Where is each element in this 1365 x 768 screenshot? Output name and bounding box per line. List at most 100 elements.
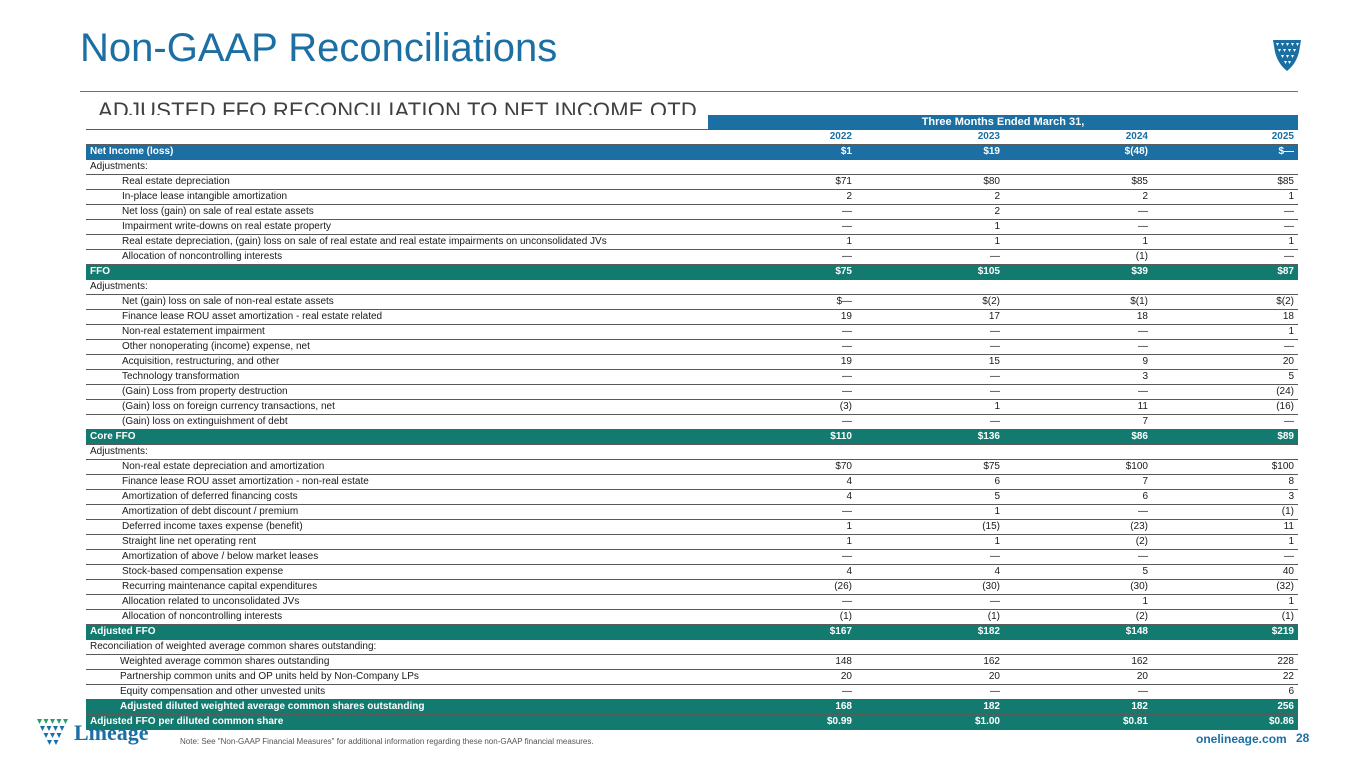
cell: 9 bbox=[1004, 354, 1152, 370]
cell: $219 bbox=[1152, 624, 1298, 640]
cell: — bbox=[708, 414, 856, 430]
website-link[interactable]: onelineage.com bbox=[1196, 732, 1287, 746]
cell: 4 bbox=[708, 474, 856, 490]
cell: $100 bbox=[1152, 459, 1298, 475]
cell: 17 bbox=[856, 309, 1004, 325]
cell: 2 bbox=[856, 189, 1004, 205]
cell: 5 bbox=[1152, 369, 1298, 385]
cell: 168 bbox=[708, 699, 856, 715]
cell: 3 bbox=[1152, 489, 1298, 505]
table-row: Weighted average common shares outstandi… bbox=[86, 654, 1298, 670]
cell: 148 bbox=[708, 654, 856, 670]
cell: — bbox=[708, 204, 856, 220]
cell: $85 bbox=[1152, 174, 1298, 190]
row-label: Finance lease ROU asset amortization - n… bbox=[86, 474, 708, 490]
row-label: Adjusted diluted weighted average common… bbox=[86, 699, 708, 715]
cell: 15 bbox=[856, 354, 1004, 370]
cell: (2) bbox=[1004, 534, 1152, 550]
table-row: Other nonoperating (income) expense, net… bbox=[86, 339, 1298, 355]
table-row: Recurring maintenance capital expenditur… bbox=[86, 579, 1298, 595]
cell: 162 bbox=[856, 654, 1004, 670]
cell: 19 bbox=[708, 309, 856, 325]
period-header: Three Months Ended March 31, bbox=[708, 115, 1298, 130]
row-label: Allocation related to unconsolidated JVs bbox=[86, 594, 708, 610]
row-label: Other nonoperating (income) expense, net bbox=[86, 339, 708, 355]
table-row: Partnership common units and OP units he… bbox=[86, 669, 1298, 685]
cell: $0.81 bbox=[1004, 714, 1152, 730]
row-label: Allocation of noncontrolling interests bbox=[86, 249, 708, 265]
period-header-row: Three Months Ended March 31, bbox=[86, 115, 1298, 130]
table-row: Allocation related to unconsolidated JVs… bbox=[86, 594, 1298, 610]
cell: $1 bbox=[708, 144, 856, 160]
cell: $85 bbox=[1004, 174, 1152, 190]
cell: — bbox=[856, 249, 1004, 265]
cell: 11 bbox=[1004, 399, 1152, 415]
row-label: (Gain) loss on foreign currency transact… bbox=[86, 399, 708, 415]
table-row: Non-real estate depreciation and amortiz… bbox=[86, 459, 1298, 475]
year-header: 2024 bbox=[1004, 129, 1152, 145]
cell: $89 bbox=[1152, 429, 1298, 445]
table-row: Amortization of debt discount / premium —… bbox=[86, 504, 1298, 520]
cell: 4 bbox=[856, 564, 1004, 580]
logo-wordmark: Lineage bbox=[74, 720, 149, 745]
cell: $167 bbox=[708, 624, 856, 640]
cell: 20 bbox=[856, 669, 1004, 685]
adjustments-heading-row: Adjustments: bbox=[86, 444, 1298, 460]
row-label: Real estate depreciation, (gain) loss on… bbox=[86, 234, 708, 250]
cell: 4 bbox=[708, 489, 856, 505]
cell: (1) bbox=[1152, 609, 1298, 625]
row-label: Deferred income taxes expense (benefit) bbox=[86, 519, 708, 535]
cell: 1 bbox=[708, 234, 856, 250]
year-header-row: 2022 2023 2024 2025 bbox=[86, 129, 1298, 145]
row-label: Equity compensation and other unvested u… bbox=[86, 684, 708, 700]
cell: — bbox=[708, 324, 856, 340]
diluted-shares-total-row: Adjusted diluted weighted average common… bbox=[86, 699, 1298, 715]
row-label: Adjusted FFO per diluted common share bbox=[86, 714, 708, 730]
row-label: Amortization of deferred financing costs bbox=[86, 489, 708, 505]
lineage-logo: Lineage bbox=[36, 718, 149, 748]
table-row: Non-real estatement impairment — — —1 bbox=[86, 324, 1298, 340]
cell: 19 bbox=[708, 354, 856, 370]
year-header: 2023 bbox=[856, 129, 1004, 145]
cell: — bbox=[1004, 549, 1152, 565]
cell: — bbox=[1004, 504, 1152, 520]
table-row: Acquisition, restructuring, and other 19 1… bbox=[86, 354, 1298, 370]
row-label: In-place lease intangible amortization bbox=[86, 189, 708, 205]
cell: $148 bbox=[1004, 624, 1152, 640]
cell: — bbox=[708, 594, 856, 610]
adjusted-ffo-total-row: Adjusted FFO $167 $182 $148 $219 bbox=[86, 624, 1298, 640]
table-row: (Gain) Loss from property destruction — — —… bbox=[86, 384, 1298, 400]
row-label: Amortization of above / below market lea… bbox=[86, 549, 708, 565]
table-row: Amortization of deferred financing costs… bbox=[86, 489, 1298, 505]
row-label: (Gain) Loss from property destruction bbox=[86, 384, 708, 400]
cell: (26) bbox=[708, 579, 856, 595]
table-row: Real estate depreciation, (gain) loss on… bbox=[86, 234, 1298, 250]
cell: $110 bbox=[708, 429, 856, 445]
cell: — bbox=[1004, 204, 1152, 220]
row-label: Acquisition, restructuring, and other bbox=[86, 354, 708, 370]
cell: 1 bbox=[708, 519, 856, 535]
table-row: In-place lease intangible amortization 2 2… bbox=[86, 189, 1298, 205]
cell: — bbox=[1004, 384, 1152, 400]
row-label: Adjusted FFO bbox=[86, 624, 708, 640]
cell: 1 bbox=[856, 534, 1004, 550]
row-label: Recurring maintenance capital expenditur… bbox=[86, 579, 708, 595]
cell: (30) bbox=[856, 579, 1004, 595]
cell: $0.86 bbox=[1152, 714, 1298, 730]
table-row: (Gain) loss on extinguishment of debt — —7… bbox=[86, 414, 1298, 430]
cell: $39 bbox=[1004, 264, 1152, 280]
row-label: Net Income (loss) bbox=[86, 144, 708, 160]
lineage-badge-icon bbox=[1272, 38, 1302, 77]
cell: 18 bbox=[1004, 309, 1152, 325]
cell: 20 bbox=[1152, 354, 1298, 370]
cell: 162 bbox=[1004, 654, 1152, 670]
cell: $(2) bbox=[1152, 294, 1298, 310]
cell: $182 bbox=[856, 624, 1004, 640]
cell: — bbox=[1004, 324, 1152, 340]
cell: (3) bbox=[708, 399, 856, 415]
cell: 8 bbox=[1152, 474, 1298, 490]
cell: $71 bbox=[708, 174, 856, 190]
cell: 1 bbox=[856, 399, 1004, 415]
year-header: 2022 bbox=[708, 129, 856, 145]
cell: 2 bbox=[856, 204, 1004, 220]
